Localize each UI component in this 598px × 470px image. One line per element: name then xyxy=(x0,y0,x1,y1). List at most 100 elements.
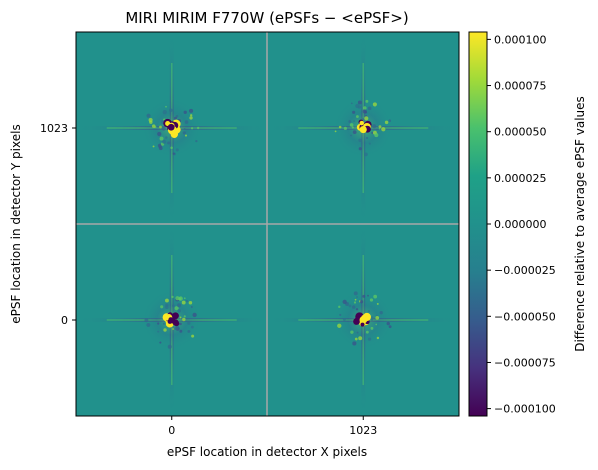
colorbar-label: Difference relative to average ePSF valu… xyxy=(573,96,587,352)
halo-speckle xyxy=(161,126,166,131)
colorbar xyxy=(468,31,488,417)
y-tick-label: 0 xyxy=(61,314,68,327)
halo-speckle xyxy=(157,330,160,333)
halo-speckle xyxy=(372,124,377,129)
halo-speckle xyxy=(189,108,194,113)
halo-speckle xyxy=(354,298,357,301)
halo-speckle xyxy=(185,299,189,303)
halo-speckle xyxy=(367,106,372,111)
halo-speckle xyxy=(144,318,149,323)
colorbar-tick-label: 0.000000 xyxy=(494,218,547,231)
halo-speckle xyxy=(355,103,360,109)
halo-speckle xyxy=(195,140,198,143)
halo-speckle xyxy=(179,322,182,326)
halo-speckle xyxy=(162,110,167,115)
halo-speckle xyxy=(189,114,193,117)
core-negative-blob xyxy=(355,315,361,322)
halo-speckle xyxy=(183,315,186,318)
halo-speckle xyxy=(342,318,346,321)
halo-speckle xyxy=(375,316,380,320)
halo-speckle xyxy=(167,344,172,349)
halo-speckle xyxy=(376,302,379,305)
halo-speckle xyxy=(157,322,160,325)
colorbar-tick-label: −0.000075 xyxy=(494,356,556,369)
halo-speckle xyxy=(358,147,362,151)
halo-speckle xyxy=(196,126,200,130)
core-positive-blob xyxy=(165,120,171,126)
halo-speckle xyxy=(182,317,186,322)
halo-speckle xyxy=(170,146,173,150)
y-axis-label: ePSF location in detector Y pixels xyxy=(9,124,23,323)
halo-speckle xyxy=(152,145,155,148)
halo-speckle xyxy=(368,142,371,145)
halo-speckle xyxy=(348,304,352,308)
halo-speckle xyxy=(374,133,379,138)
halo-speckle xyxy=(362,118,365,121)
halo-speckle xyxy=(352,130,357,134)
core-positive-blob xyxy=(359,120,364,126)
halo-speckle xyxy=(192,312,197,318)
halo-speckle xyxy=(356,331,359,334)
halo-speckle xyxy=(146,113,151,118)
halo-speckle xyxy=(159,136,164,141)
halo-speckle xyxy=(190,306,193,308)
halo-speckle xyxy=(188,301,193,305)
halo-speckle xyxy=(179,316,182,319)
halo-speckle xyxy=(352,110,356,114)
halo-speckle xyxy=(175,114,179,118)
halo-speckle xyxy=(381,127,386,132)
colorbar-tick-label: −0.000025 xyxy=(494,264,556,277)
halo-speckle xyxy=(369,298,374,302)
halo-speckle xyxy=(365,330,369,334)
halo-speckle xyxy=(177,303,182,308)
heatmap-cells xyxy=(76,32,459,416)
halo-speckle xyxy=(184,120,189,124)
halo-speckle xyxy=(172,328,174,330)
core-negative-blob xyxy=(173,320,180,327)
halo-speckle xyxy=(364,116,369,121)
halo-speckle xyxy=(388,119,392,122)
halo-speckle xyxy=(160,305,164,309)
halo-speckle xyxy=(354,337,358,341)
halo-speckle xyxy=(165,136,168,139)
halo-speckle xyxy=(163,328,167,332)
halo-speckle xyxy=(162,322,166,325)
colorbar-tick-label: −0.000050 xyxy=(494,310,556,323)
halo-speckle xyxy=(162,139,166,144)
y-axis-ticks: 0 1023 xyxy=(40,122,76,327)
halo-speckle xyxy=(159,341,162,344)
halo-speckle xyxy=(191,334,195,338)
core-negative-blob xyxy=(360,322,365,327)
colorbar-tick-label: 0.000075 xyxy=(494,80,547,93)
halo-speckle xyxy=(338,125,342,129)
core-negative-blob xyxy=(172,312,179,320)
halo-speckle xyxy=(157,131,162,137)
halo-speckle xyxy=(187,321,191,325)
plot-frame xyxy=(75,31,460,417)
halo-speckle xyxy=(178,296,183,301)
halo-speckle xyxy=(352,341,357,346)
halo-speckle xyxy=(350,134,352,137)
halo-speckle xyxy=(350,102,353,105)
halo-speckle xyxy=(151,124,156,128)
halo-speckle xyxy=(375,323,378,326)
halo-speckle xyxy=(373,294,378,299)
halo-speckle xyxy=(353,301,357,304)
halo-speckle xyxy=(159,125,162,129)
halo-speckle xyxy=(173,116,177,120)
core-negative-blob xyxy=(167,123,175,131)
halo-speckle xyxy=(167,141,170,145)
colorbar-tick-label: 0.000025 xyxy=(494,172,547,185)
halo-speckle xyxy=(338,305,341,309)
halo-speckle xyxy=(181,300,186,305)
colorbar-tick-label: 0.000050 xyxy=(494,126,547,139)
halo-speckle xyxy=(379,310,383,315)
x-tick-label: 0 xyxy=(168,424,175,437)
halo-speckle xyxy=(182,131,186,135)
halo-speckle xyxy=(165,305,169,310)
halo-speckle xyxy=(350,330,354,334)
halo-speckle xyxy=(177,309,181,313)
halo-speckle xyxy=(367,310,370,313)
halo-speckle xyxy=(174,326,178,331)
halo-speckle xyxy=(367,337,372,341)
